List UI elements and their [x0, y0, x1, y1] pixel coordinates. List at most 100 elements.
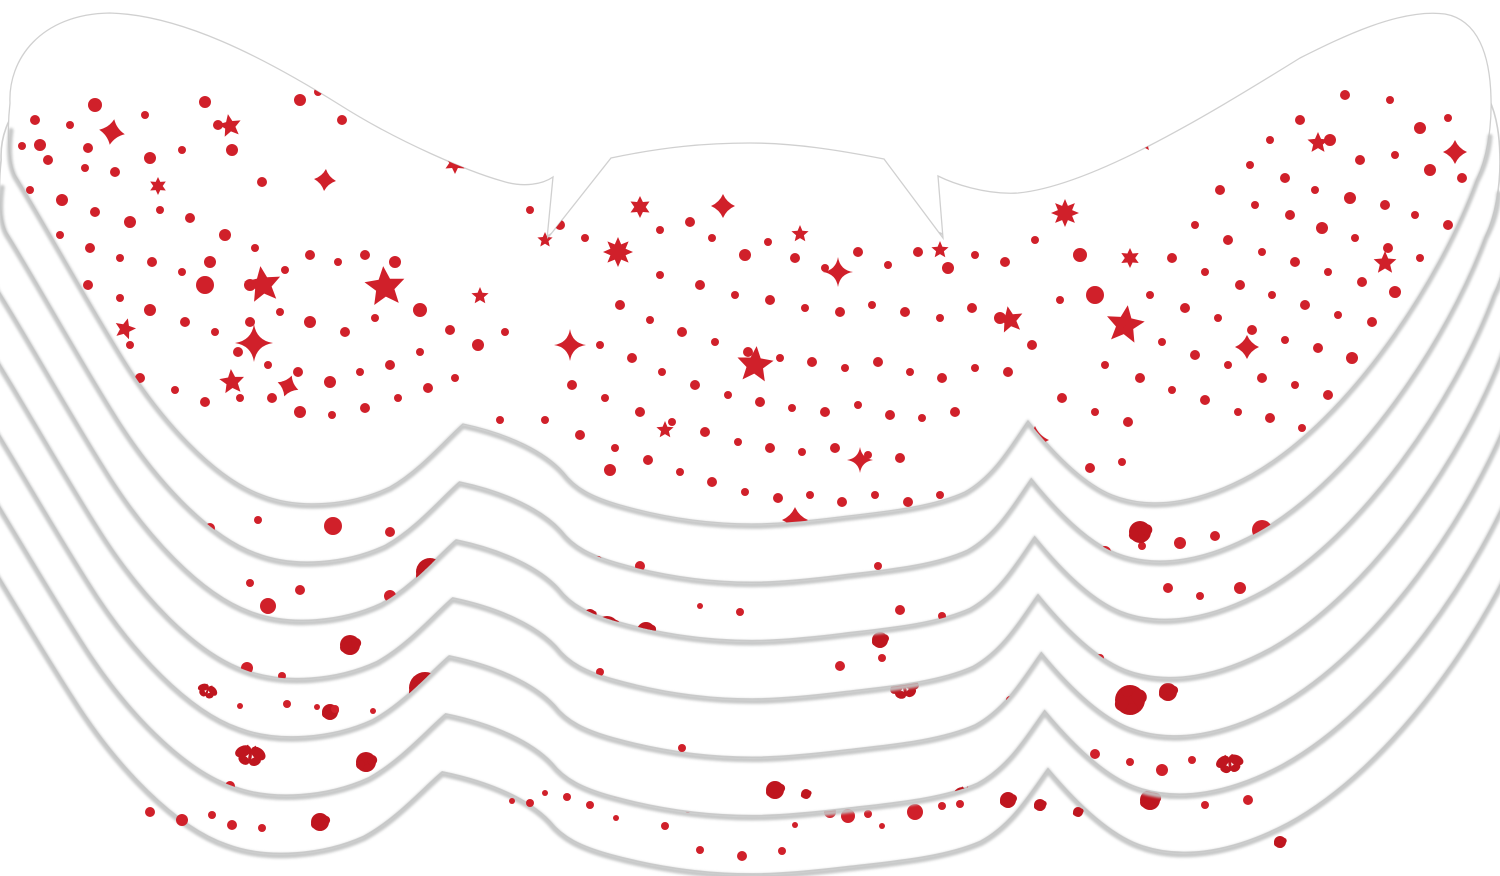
dot-decoration	[360, 250, 370, 260]
dot-decoration	[1281, 336, 1289, 344]
dot-decoration	[294, 94, 306, 106]
patch-sheet-edge-shadow	[0, 504, 1500, 821]
dot-decoration	[707, 477, 717, 487]
dot-decoration	[1257, 373, 1267, 383]
dot-decoration	[178, 146, 186, 154]
dot-decoration	[798, 448, 806, 456]
patch-sheet-edge-shadow	[0, 575, 1500, 876]
dot-decoration	[1251, 201, 1259, 209]
paint-splat-decoration	[1431, 747, 1460, 773]
star5-star-decoration	[364, 266, 405, 306]
dot-decoration	[334, 258, 342, 266]
dot-decoration	[708, 234, 716, 242]
dot-decoration	[526, 799, 534, 807]
dot-decoration	[1126, 758, 1134, 766]
dot-decoration	[124, 216, 136, 228]
patch-sheet-edge-shadow	[0, 184, 1500, 588]
star5-star-decoration	[115, 318, 137, 340]
dot-decoration	[737, 851, 747, 861]
dot-decoration	[971, 364, 979, 372]
dot-decoration	[1340, 90, 1350, 100]
dot-decoration	[211, 328, 219, 336]
dot-decoration	[501, 328, 509, 336]
dot-decoration	[116, 254, 124, 262]
dot-decoration	[370, 708, 376, 714]
dot-decoration	[668, 418, 676, 426]
dot-decoration	[734, 438, 742, 446]
dot-decoration	[743, 347, 753, 357]
dot-decoration	[1243, 795, 1253, 805]
sparkle-star-decoration	[823, 257, 853, 287]
dot-decoration	[871, 491, 879, 499]
dot-decoration	[66, 121, 74, 129]
dot-decoration	[385, 527, 395, 537]
sparkle-star-decoration	[1443, 140, 1467, 164]
dot-decoration	[304, 316, 316, 328]
dot-decoration	[604, 464, 616, 476]
dot-decoration	[1174, 537, 1186, 549]
dot-decoration	[337, 115, 347, 125]
dot-decoration	[971, 251, 979, 259]
dot-decoration	[141, 111, 149, 119]
dot-decoration	[208, 811, 216, 819]
dot-decoration	[937, 373, 947, 383]
dot-decoration	[281, 266, 289, 274]
dot-decoration	[884, 261, 892, 269]
star5-star-decoration	[1373, 251, 1397, 273]
dot-decoration	[331, 705, 339, 713]
dot-decoration	[868, 301, 876, 309]
sparkle-star-decoration	[314, 169, 336, 191]
dot-decoration	[1057, 393, 1067, 403]
dot-decoration	[563, 793, 571, 801]
dot-decoration	[1334, 311, 1342, 319]
paint-splat-decoration	[340, 635, 362, 655]
star6-star-decoration	[630, 196, 650, 218]
dot-decoration	[1316, 222, 1328, 234]
dot-decoration	[1265, 413, 1275, 423]
dot-decoration	[199, 96, 211, 108]
sparkle-star-decoration	[235, 324, 273, 362]
dot-decoration	[1300, 300, 1310, 310]
star6-star-decoration	[1121, 248, 1139, 268]
dot-decoration	[1344, 192, 1356, 204]
dot-decoration	[895, 605, 905, 615]
dot-decoration	[1156, 764, 1168, 776]
dot-decoration	[936, 491, 944, 499]
star5-star-decoration	[537, 232, 553, 247]
dot-decoration	[509, 798, 515, 804]
dot-decoration	[283, 700, 291, 708]
dot-decoration	[1258, 248, 1266, 256]
dot-decoration	[1000, 257, 1010, 267]
dot-decoration	[778, 847, 786, 855]
dot-decoration	[773, 493, 783, 503]
dot-decoration	[314, 704, 320, 710]
dot-decoration	[1027, 340, 1037, 350]
star5-star-decoration	[244, 266, 281, 302]
paint-splat-decoration	[800, 789, 812, 799]
patch-sheet-edge-shadow	[7, 127, 1493, 529]
dot-decoration	[236, 394, 244, 402]
dot-decoration	[830, 443, 840, 453]
dot-decoration	[371, 314, 379, 322]
dot-decoration	[1389, 286, 1401, 298]
dot-decoration	[601, 394, 609, 402]
patch-sheet-edge-shadow	[0, 353, 1500, 704]
dot-decoration	[885, 410, 895, 420]
dot-decoration	[697, 603, 703, 609]
dot-decoration	[864, 451, 872, 459]
dot-decoration	[1191, 221, 1199, 229]
dot-decoration	[18, 142, 26, 150]
dot-decoration	[1223, 235, 1233, 245]
dot-decoration	[245, 317, 255, 327]
paint-splat-decoration	[356, 752, 378, 772]
dot-decoration	[147, 257, 157, 267]
star5-star-decoration	[737, 346, 774, 382]
dot-decoration	[700, 427, 710, 437]
dot-decoration	[711, 338, 719, 346]
dot-decoration	[200, 397, 210, 407]
dot-decoration	[807, 357, 817, 367]
dot-decoration	[171, 386, 179, 394]
dot-decoration	[56, 194, 68, 206]
dot-decoration	[820, 407, 830, 417]
dot-decoration	[690, 380, 700, 390]
